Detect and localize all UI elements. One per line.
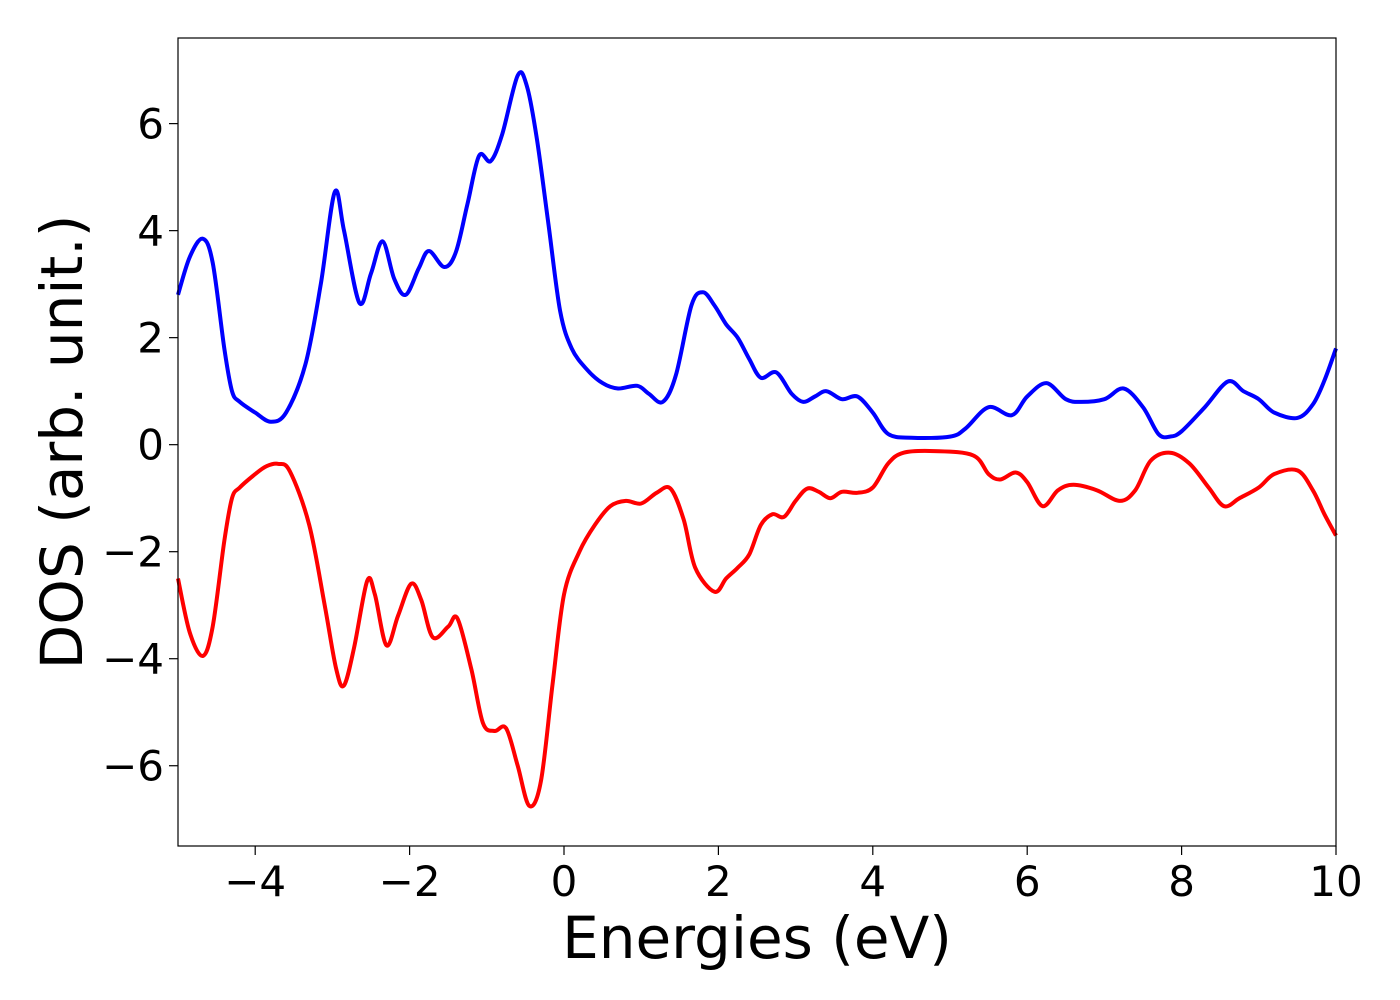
plot-frame [177, 37, 1337, 847]
x-tick-label: 8 [1168, 857, 1195, 906]
series-line-1 [176, 448, 1338, 809]
tick-layer: −4 −2 0 2 4 6 8 10 −6 −4 −2 0 2 4 6 [102, 100, 1363, 906]
y-axis-label: DOS (arb. unit.) [28, 215, 96, 670]
y-tick-label: −6 [102, 742, 164, 791]
y-tick-label: −2 [102, 528, 164, 577]
y-tick-label: 0 [137, 421, 164, 470]
x-tick-label: 0 [551, 857, 578, 906]
x-tick-label: 10 [1309, 857, 1362, 906]
x-tick-label: 6 [1014, 857, 1041, 906]
x-tick-label: −4 [224, 857, 286, 906]
y-tick-label: 4 [137, 207, 164, 256]
x-axis-label: Energies (eV) [562, 904, 952, 972]
y-tick-label: 6 [137, 100, 164, 149]
x-tick-label: 2 [705, 857, 732, 906]
x-tick-label: −2 [379, 857, 441, 906]
y-tick-label: 2 [137, 314, 164, 363]
y-tick-label: −4 [102, 635, 164, 684]
x-tick-label: 4 [859, 857, 886, 906]
series-line-0 [176, 70, 1338, 440]
series-layer [176, 70, 1338, 809]
